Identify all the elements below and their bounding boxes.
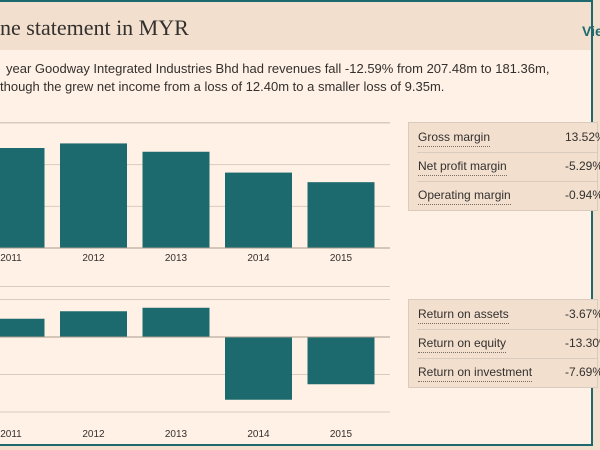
x-tick-label: 2015 — [330, 429, 353, 440]
margins-table: Gross margin 13.52% Net profit margin -5… — [408, 122, 600, 211]
x-tick-label: 2014 — [247, 429, 270, 440]
x-tick-label: 2012 — [82, 429, 105, 440]
metric-row: Return on equity -13.30% — [409, 329, 600, 358]
chart-middle-divider — [0, 286, 390, 287]
operating-margin-link[interactable]: Operating margin — [418, 186, 511, 205]
gross-margin-link[interactable]: Gross margin — [418, 128, 491, 147]
x-tick-label: 2012 — [82, 253, 105, 264]
metric-row: Gross margin 13.52% — [409, 123, 600, 152]
x-tick-label: 2011 — [0, 253, 22, 264]
bar-2015 — [307, 182, 375, 248]
net-income-chart: 2011 2012 2013 2014 2015 — [0, 299, 390, 440]
return-on-investment-link[interactable]: Return on investment — [418, 363, 533, 382]
return-on-assets-link[interactable]: Return on assets — [418, 305, 509, 324]
net-profit-margin-link[interactable]: Net profit margin — [418, 157, 507, 176]
revenue-chart: 2011 2012 2013 2014 2015 — [0, 123, 390, 264]
metric-row: Return on investment -7.69% — [409, 358, 600, 387]
x-tick-label: 2015 — [330, 253, 353, 264]
return-on-assets-value: -3.67% — [565, 307, 600, 321]
x-tick-label: 2014 — [247, 253, 270, 264]
metric-row: Net profit margin -5.29% — [409, 152, 600, 181]
returns-table: Return on assets -3.67% Return on equity… — [408, 299, 600, 388]
x-tick-label: 2011 — [0, 429, 22, 440]
view-link[interactable]: Vie — [582, 23, 600, 39]
x-tick-label: 2013 — [165, 429, 188, 440]
bar-2015 — [307, 337, 375, 385]
bar-2011 — [0, 148, 45, 248]
bar-2013 — [142, 151, 210, 248]
return-on-investment-value: -7.69% — [565, 365, 600, 379]
gross-margin-value: 13.52% — [565, 130, 600, 144]
bar-2011 — [0, 318, 45, 337]
return-on-equity-link[interactable]: Return on equity — [418, 334, 507, 353]
return-on-equity-value: -13.30% — [565, 336, 600, 350]
page-title: ne statement in MYR — [0, 15, 189, 40]
bar-2012 — [60, 143, 127, 248]
operating-margin-value: -0.94% — [565, 188, 600, 202]
bar-2014 — [225, 172, 292, 248]
net-profit-margin-value: -5.29% — [565, 159, 600, 173]
panel-header: ne statement in MYR Vie — [0, 2, 600, 50]
metric-row: Operating margin -0.94% — [409, 181, 600, 210]
bar-2014 — [225, 337, 292, 400]
bar-2013 — [142, 307, 210, 337]
bar-2012 — [60, 311, 127, 337]
metric-row: Return on assets -3.67% — [409, 300, 600, 329]
summary-text: year Goodway Integrated Industries Bhd h… — [0, 61, 550, 94]
x-tick-label: 2013 — [165, 253, 188, 264]
